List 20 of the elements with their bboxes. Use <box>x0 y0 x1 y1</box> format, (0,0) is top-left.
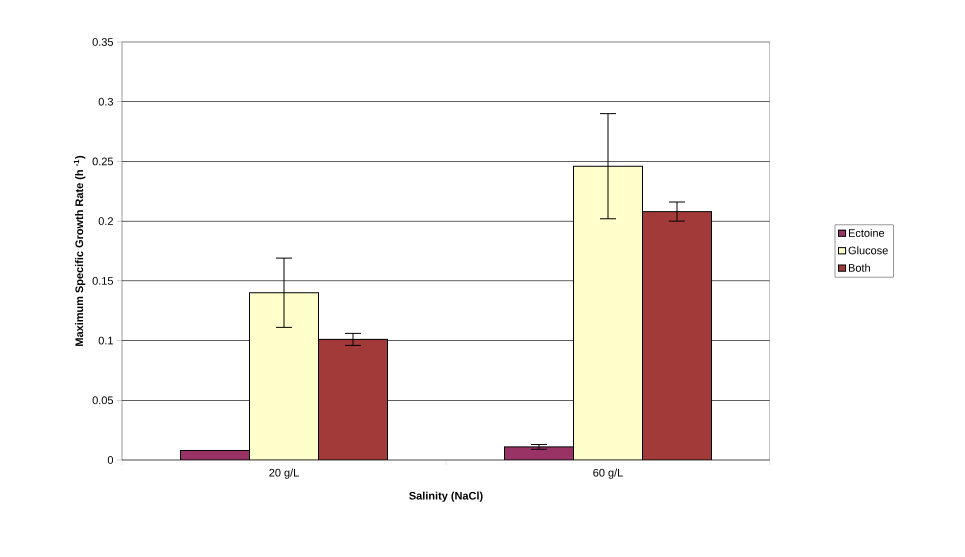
y-tick-label: 0.25 <box>92 158 114 166</box>
y-tick-label: 0 <box>108 456 114 464</box>
y-axis-title: Maximum Specific Growth Rate (h $^{-1}$) <box>74 156 86 346</box>
y-tick-label: 0.35 <box>92 38 114 46</box>
legend-label: Both <box>848 264 870 272</box>
bar <box>318 338 388 460</box>
y-tick-label: 0.15 <box>92 276 114 285</box>
y-tick-label: 0.05 <box>92 396 114 404</box>
bar <box>249 292 319 460</box>
y-tick-label: 0.3 <box>98 98 113 106</box>
bar <box>504 446 574 460</box>
legend-label: Glucose <box>848 246 888 254</box>
y-tick-label: 0.2 <box>98 217 113 226</box>
x-tick-label: 60 g/L <box>593 468 623 479</box>
bar <box>573 166 644 460</box>
legend-label: Ectoine <box>848 228 884 237</box>
bar <box>642 211 712 460</box>
x-axis-title: Salinity (NaCl) <box>409 492 483 502</box>
y-tick-label: 0.1 <box>98 336 113 344</box>
x-tick-label: 20 g/L <box>269 468 299 479</box>
